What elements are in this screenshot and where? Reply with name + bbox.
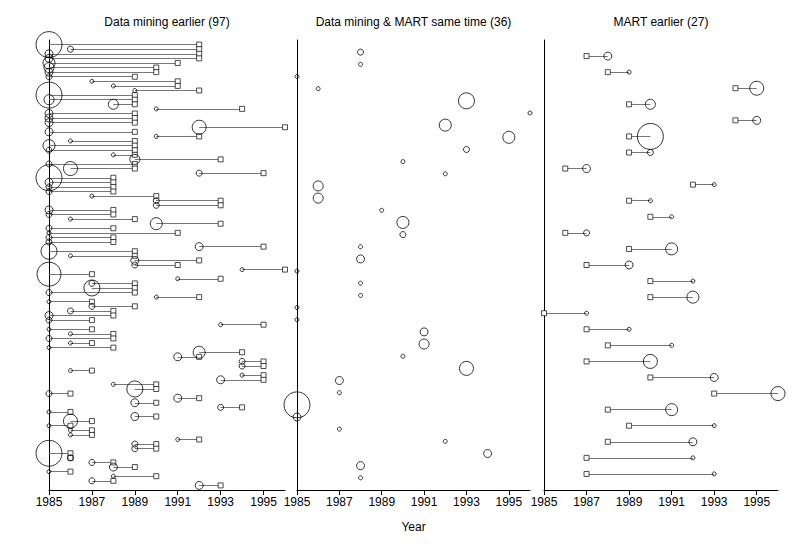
svg-text:1985: 1985 <box>36 495 63 509</box>
svg-text:Data mining & MART same time (: Data mining & MART same time (36) <box>316 15 512 29</box>
svg-text:1993: 1993 <box>207 495 234 509</box>
svg-text:1993: 1993 <box>453 495 480 509</box>
svg-text:1985: 1985 <box>531 495 558 509</box>
svg-text:1995: 1995 <box>495 495 522 509</box>
svg-text:1985: 1985 <box>284 495 311 509</box>
svg-text:1995: 1995 <box>743 495 770 509</box>
svg-text:1987: 1987 <box>326 495 353 509</box>
svg-text:1991: 1991 <box>658 495 685 509</box>
svg-text:1995: 1995 <box>250 495 277 509</box>
svg-text:1987: 1987 <box>573 495 600 509</box>
svg-text:Year: Year <box>401 520 425 534</box>
svg-text:1991: 1991 <box>411 495 438 509</box>
svg-text:1989: 1989 <box>368 495 395 509</box>
svg-text:1987: 1987 <box>79 495 106 509</box>
svg-text:MART earlier (27): MART earlier (27) <box>614 15 709 29</box>
svg-text:Data mining earlier (97): Data mining earlier (97) <box>104 15 229 29</box>
svg-text:1989: 1989 <box>121 495 148 509</box>
svg-text:1991: 1991 <box>164 495 191 509</box>
svg-text:1989: 1989 <box>616 495 643 509</box>
svg-text:1993: 1993 <box>701 495 728 509</box>
